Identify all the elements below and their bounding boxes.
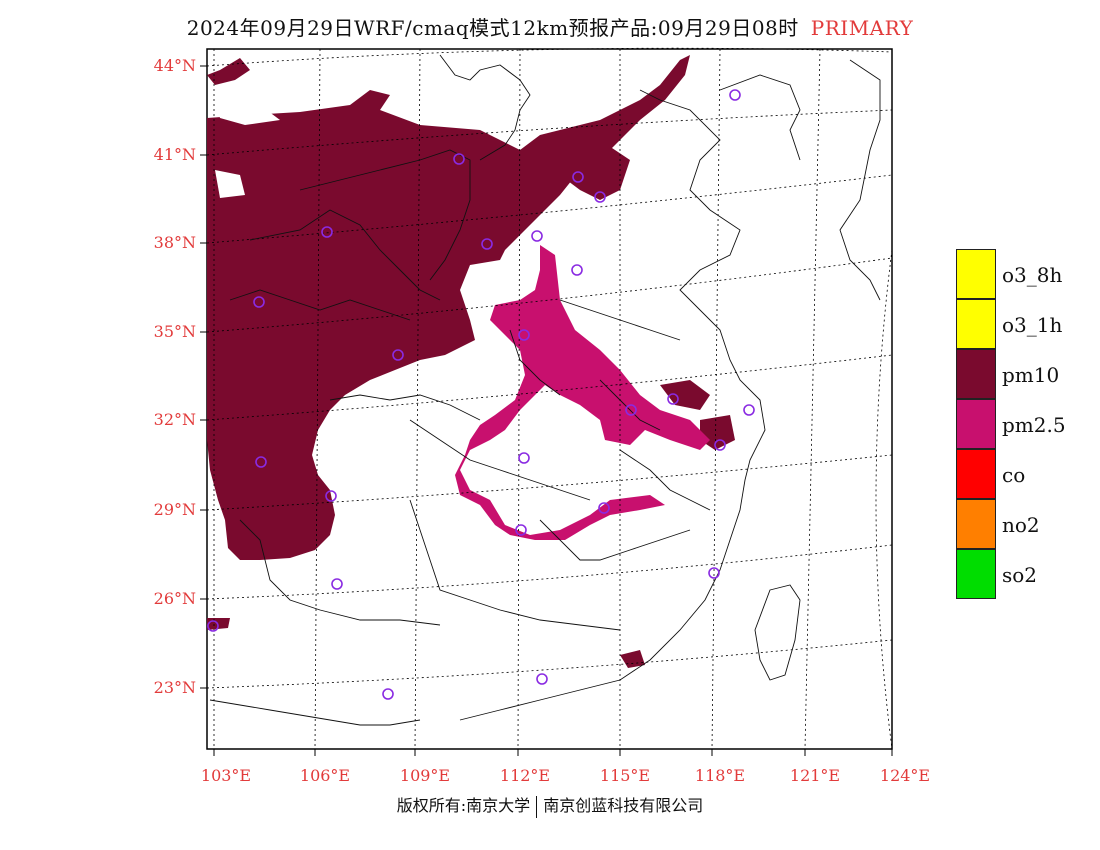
legend-swatch <box>956 299 996 349</box>
legend-label: no2 <box>1002 513 1040 537</box>
legend-swatch <box>956 249 996 299</box>
legend-item: so2 <box>956 549 1096 599</box>
legend-swatch <box>956 449 996 499</box>
title-tag: PRIMARY <box>810 16 914 40</box>
station-marker <box>518 452 530 464</box>
legend-item: pm2.5 <box>956 399 1096 449</box>
legend-item: o3_8h <box>956 249 1096 299</box>
title-main: 2024年09月29日WRF/cmaq模式12km预报产品:09月29日08时 <box>186 16 799 40</box>
station-marker <box>515 524 527 536</box>
station-marker <box>392 349 404 361</box>
clear-hole-1 <box>215 100 280 125</box>
legend-label: o3_8h <box>1002 263 1063 287</box>
lat-ticks <box>200 65 207 689</box>
station-marker <box>743 404 755 416</box>
legend-item: no2 <box>956 499 1096 549</box>
legend-label: pm10 <box>1002 363 1060 387</box>
pm25-region <box>455 245 710 540</box>
lat-label: 38°N <box>153 233 196 252</box>
station-marker <box>481 238 493 250</box>
copyright: 版权所有:南京大学 南京创蓝科技有限公司 <box>0 792 1100 818</box>
lon-label: 115°E <box>599 766 651 785</box>
station-marker <box>255 456 267 468</box>
station-marker <box>572 171 584 183</box>
station-marker <box>571 264 583 276</box>
map-title: 2024年09月29日WRF/cmaq模式12km预报产品:09月29日08时 P… <box>0 12 1100 41</box>
lon-label: 118°E <box>694 766 746 785</box>
legend-swatch <box>956 399 996 449</box>
station-marker <box>321 226 333 238</box>
lon-label: 112°E <box>499 766 551 785</box>
legend-item: pm10 <box>956 349 1096 399</box>
station-marker <box>382 688 394 700</box>
station-marker <box>708 567 720 579</box>
legend-label: pm2.5 <box>1002 413 1066 437</box>
lon-label: 106°E <box>299 766 351 785</box>
boundaries <box>209 54 881 726</box>
graticule <box>206 47 893 750</box>
legend-swatch <box>956 499 996 549</box>
station-marker <box>518 329 530 341</box>
lat-label: 23°N <box>153 678 196 697</box>
lat-label: 44°N <box>153 56 196 75</box>
station-marker <box>714 439 726 451</box>
station-marker <box>453 153 465 165</box>
pm10-patch-shanghai <box>660 380 710 410</box>
legend-label: co <box>1002 463 1026 487</box>
station-marker <box>253 296 265 308</box>
copyright-right: 南京创蓝科技有限公司 <box>543 796 704 815</box>
copyright-separator <box>536 795 538 818</box>
station-markers <box>207 89 755 700</box>
clear-hole-2 <box>215 170 245 198</box>
station-marker <box>729 89 741 101</box>
station-marker <box>667 393 679 405</box>
legend: o3_8h o3_1h pm10 pm2.5 co no2 so2 <box>956 249 1096 599</box>
lat-label: 35°N <box>153 322 196 341</box>
lon-label: 109°E <box>399 766 451 785</box>
lat-label: 32°N <box>153 410 196 429</box>
station-marker <box>331 578 343 590</box>
lon-label: 121°E <box>789 766 841 785</box>
legend-item: co <box>956 449 1096 499</box>
station-marker <box>536 673 548 685</box>
station-marker <box>594 191 606 203</box>
legend-label: o3_1h <box>1002 313 1063 337</box>
station-marker <box>325 490 337 502</box>
lon-label: 124°E <box>879 766 931 785</box>
station-marker <box>207 620 219 632</box>
legend-item: o3_1h <box>956 299 1096 349</box>
station-marker <box>531 230 543 242</box>
lat-label: 26°N <box>153 589 196 608</box>
pm10-patch-north <box>207 58 250 85</box>
lon-label: 103°E <box>200 766 252 785</box>
legend-swatch <box>956 349 996 399</box>
station-marker <box>598 502 610 514</box>
lat-label: 41°N <box>153 145 196 164</box>
copyright-left: 版权所有:南京大学 <box>396 796 531 815</box>
legend-swatch <box>956 549 996 599</box>
lat-label: 29°N <box>153 500 196 519</box>
legend-label: so2 <box>1002 563 1038 587</box>
clear-hole-3 <box>480 262 530 300</box>
station-marker <box>625 404 637 416</box>
pm10-patch-beijing <box>560 140 630 200</box>
lon-ticks <box>213 749 893 756</box>
